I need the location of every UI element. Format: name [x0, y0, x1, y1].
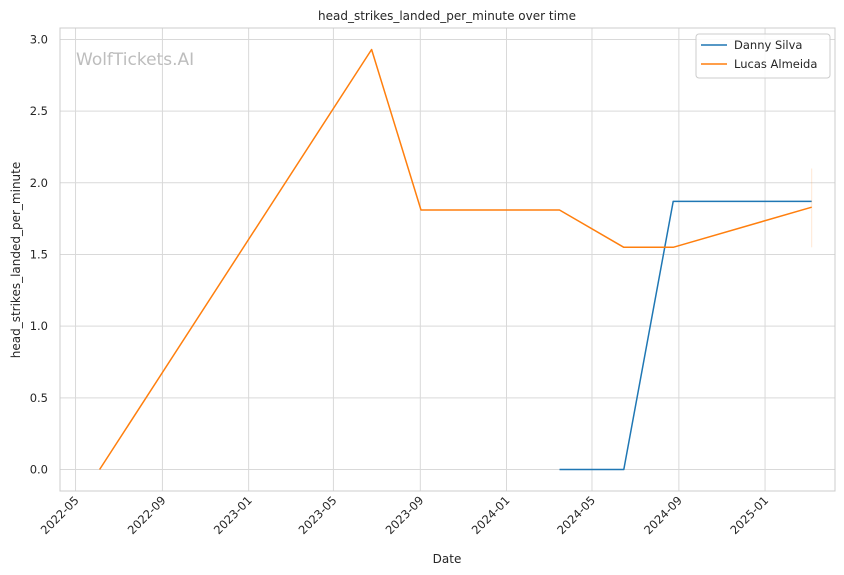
x-axis-label: Date — [433, 552, 462, 566]
watermark: WolfTickets.AI — [76, 50, 194, 70]
x-tick-label: 2023-05 — [296, 493, 340, 537]
x-tick-label: 2022-05 — [38, 493, 82, 537]
series-line-danny-silva — [559, 200, 812, 471]
y-axis-ticks: 0.0 0.5 1.0 1.5 2.0 2.5 3.0 — [30, 32, 48, 476]
x-tick-label: 2024-05 — [554, 493, 598, 537]
y-tick-label: 0.5 — [30, 391, 48, 405]
x-tick-label: 2023-09 — [383, 493, 427, 537]
y-tick-label: 3.0 — [30, 32, 48, 46]
series — [98, 48, 813, 471]
legend-label-danny-silva: Danny Silva — [734, 38, 802, 52]
legend-box — [695, 33, 831, 79]
y-tick-label: 2.0 — [30, 176, 48, 190]
y-tick-label: 1.0 — [30, 319, 48, 333]
y-tick-label: 0.0 — [30, 462, 48, 476]
plot-frame — [59, 27, 836, 492]
chart-title: head_strikes_landed_per_minute over time — [318, 9, 576, 23]
y-axis-label: head_strikes_landed_per_minute — [9, 162, 23, 359]
y-tick-label: 2.5 — [30, 104, 48, 118]
x-tick-label: 2025-01 — [727, 493, 771, 537]
y-tick-label: 1.5 — [30, 247, 48, 261]
x-axis-ticks: 2022-05 2022-09 2023-01 2023-05 2023-09 2024-… — [38, 493, 771, 537]
legend-label-lucas-almeida: Lucas Almeida — [734, 57, 817, 71]
x-tick-label: 2024-01 — [469, 493, 513, 537]
x-tick-label: 2023-01 — [211, 493, 255, 537]
x-tick-label: 2022-09 — [125, 493, 169, 537]
series-line-lucas-almeida — [98, 48, 812, 470]
grid — [60, 28, 835, 491]
x-tick-label: 2024-09 — [641, 493, 685, 537]
legend: Danny Silva Lucas Almeida — [695, 33, 831, 79]
